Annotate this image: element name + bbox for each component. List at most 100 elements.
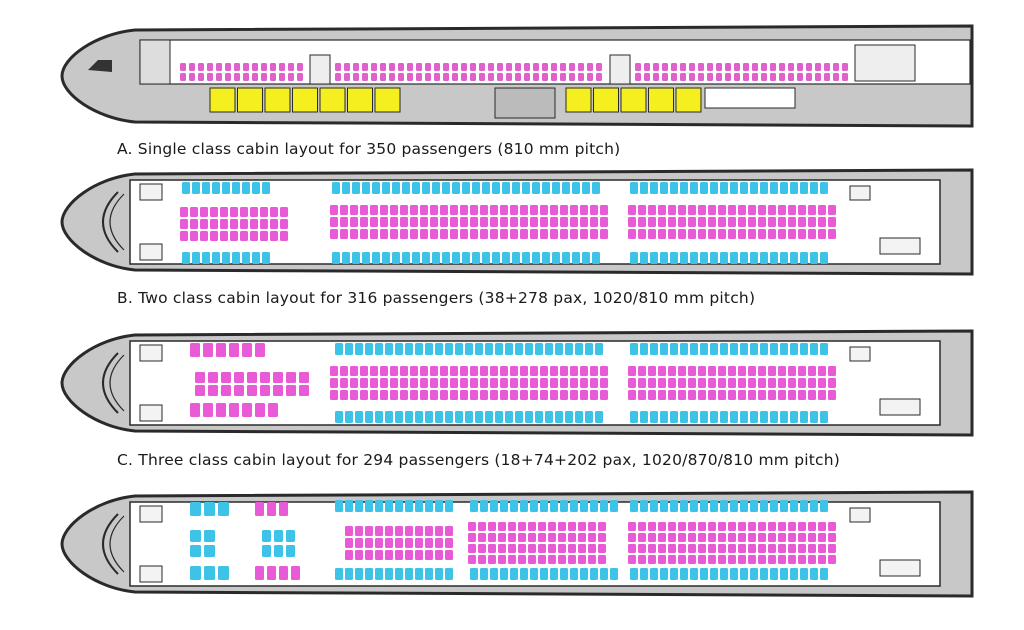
seat-premium	[415, 568, 423, 580]
seat-economy	[788, 533, 796, 542]
seat-economy	[828, 378, 836, 388]
seat-economy	[818, 555, 826, 564]
seat-economy	[370, 366, 378, 376]
seat-economy	[778, 390, 786, 400]
seat-business	[365, 538, 373, 548]
seat-single	[461, 73, 467, 81]
seat-economy	[590, 378, 598, 388]
seat-single	[806, 63, 812, 71]
seat-economy	[468, 544, 476, 553]
seat-premium	[532, 252, 540, 264]
seat-economy	[440, 378, 448, 388]
seat-economy	[370, 205, 378, 215]
seat-premium	[690, 252, 698, 264]
seat-premium	[640, 343, 648, 355]
seat-economy	[628, 544, 636, 553]
seat-premium	[555, 411, 563, 423]
seat-premium	[222, 182, 230, 194]
seat-economy	[818, 378, 826, 388]
seat-economy	[728, 533, 736, 542]
seat-premium	[475, 343, 483, 355]
seat-premium	[585, 411, 593, 423]
seat-economy	[708, 217, 716, 227]
seat-economy	[558, 533, 566, 542]
seat-economy	[560, 217, 568, 227]
seat-economy	[560, 229, 568, 239]
seat-economy	[638, 229, 646, 239]
seat-premium	[515, 343, 523, 355]
seat-premium	[700, 252, 708, 264]
seat-economy	[748, 217, 756, 227]
seat-premium	[552, 252, 560, 264]
seat-premium	[780, 252, 788, 264]
seat-economy	[390, 229, 398, 239]
seat-premium	[375, 343, 383, 355]
seat-premium	[810, 343, 818, 355]
seat-economy	[540, 366, 548, 376]
seat-economy	[748, 555, 756, 564]
seat-economy	[510, 217, 518, 227]
seat-economy	[818, 390, 826, 400]
seat-economy	[420, 217, 428, 227]
seat-premium	[660, 182, 668, 194]
seat-single	[743, 63, 749, 71]
seat-economy	[808, 533, 816, 542]
seat-economy	[768, 544, 776, 553]
seat-economy	[748, 522, 756, 531]
seat-economy	[758, 217, 766, 227]
seat-economy	[234, 385, 244, 396]
seat-economy	[570, 378, 578, 388]
seat-premium	[492, 252, 500, 264]
seat-economy	[470, 366, 478, 376]
seat-single	[434, 63, 440, 71]
seat-single	[788, 63, 794, 71]
seat-premium	[720, 411, 728, 423]
seat-economy	[478, 533, 486, 542]
seat-economy	[410, 390, 418, 400]
seat-economy	[540, 229, 548, 239]
seat-economy	[268, 403, 278, 417]
seat-single	[752, 73, 758, 81]
seat-economy	[330, 366, 338, 376]
seat-economy	[708, 366, 716, 376]
seat-single	[770, 73, 776, 81]
seat-economy	[778, 217, 786, 227]
seat-economy	[510, 229, 518, 239]
seat-economy	[568, 533, 576, 542]
seat-economy	[490, 366, 498, 376]
seat-economy	[550, 366, 558, 376]
seat-economy	[808, 522, 816, 531]
seat-premium	[670, 182, 678, 194]
seat-premium	[192, 182, 200, 194]
seat-premium	[690, 182, 698, 194]
seat-premium	[442, 252, 450, 264]
seat-single	[270, 63, 276, 71]
seat-single	[662, 63, 668, 71]
seat-premium	[385, 343, 393, 355]
seat-economy	[520, 217, 528, 227]
seat-single	[497, 63, 503, 71]
seat-economy	[420, 390, 428, 400]
seat-economy	[440, 229, 448, 239]
seat-premium	[470, 568, 478, 580]
seat-economy	[600, 378, 608, 388]
seat-premium	[520, 568, 528, 580]
seat-business	[279, 502, 288, 516]
seat-economy	[778, 533, 786, 542]
seat-single	[452, 73, 458, 81]
seat-premium	[650, 252, 658, 264]
seat-economy	[340, 378, 348, 388]
seat-premium	[242, 182, 250, 194]
seat-economy	[488, 555, 496, 564]
seat-single	[380, 63, 386, 71]
cargo-container	[620, 87, 647, 113]
seat-premium	[700, 343, 708, 355]
seat-premium	[352, 182, 360, 194]
seat-economy	[500, 229, 508, 239]
seat-economy	[658, 522, 666, 531]
seat-single	[479, 63, 485, 71]
seat-economy	[255, 343, 265, 357]
seat-premium	[442, 182, 450, 194]
seat-economy	[590, 217, 598, 227]
seat-economy	[468, 522, 476, 531]
